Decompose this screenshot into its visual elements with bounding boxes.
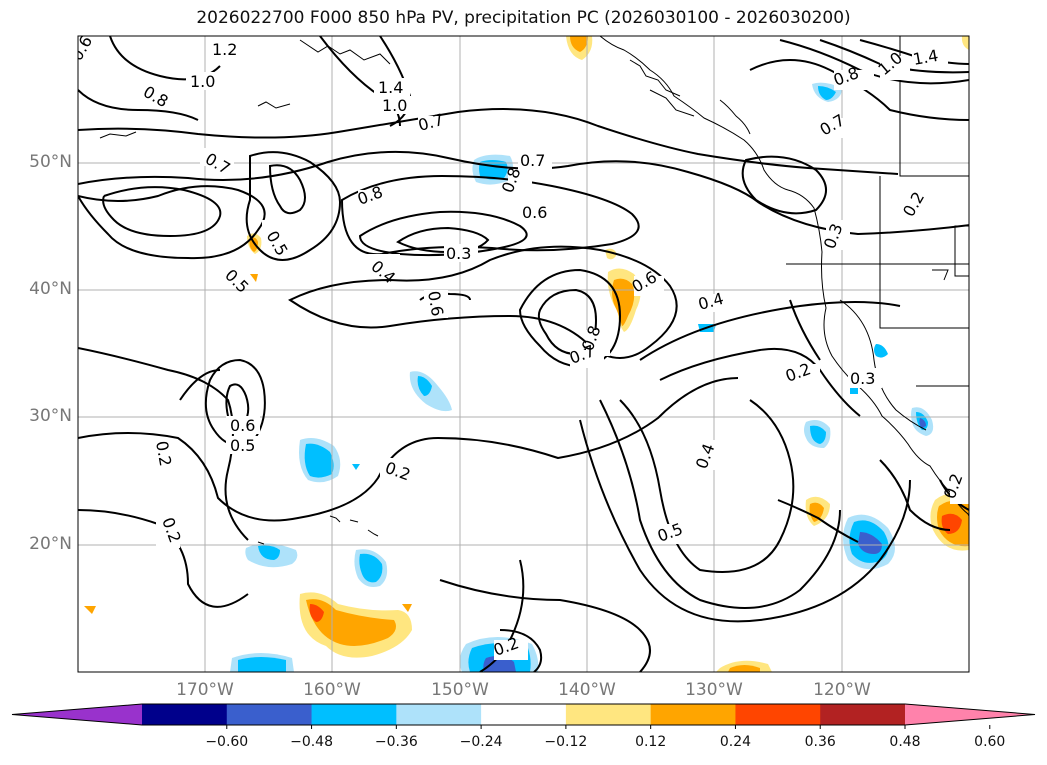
contour-label: 0.5 <box>230 436 255 455</box>
contour-label: 0.3 <box>446 244 471 263</box>
contour-label: 0.7 <box>520 151 545 170</box>
lat-label-30n: 30°N <box>29 406 72 426</box>
contour-label: 1.2 <box>212 40 237 59</box>
contour-label: 1.4 <box>378 78 403 97</box>
colorbar-segment <box>396 704 482 725</box>
colorbar-tick-label: −0.48 <box>290 734 333 750</box>
contour-label: 0.3 <box>850 369 875 388</box>
lon-label-140w: 140°W <box>558 680 616 700</box>
colorbar-segment <box>142 704 228 725</box>
colorbar-segment <box>226 704 313 725</box>
colorbar-extend-low <box>12 704 142 725</box>
colorbar-segment <box>481 704 567 725</box>
contour-label: 0.6 <box>424 289 447 317</box>
colorbar-segment <box>311 704 397 725</box>
lon-label-170w: 170°W <box>176 680 234 700</box>
colorbar <box>11 703 1036 729</box>
colorbar-tick-label: 0.24 <box>719 734 752 750</box>
coastlines <box>99 36 969 545</box>
lon-label-120w: 120°W <box>813 680 871 700</box>
lon-label-150w: 150°W <box>431 680 489 700</box>
contour-label: 0.2 <box>152 439 175 467</box>
contour-label: 1.4 <box>911 46 939 69</box>
colorbar-tick-label: 0.36 <box>804 734 836 750</box>
map-title: 2026022700 F000 850 hPa PV, precipitatio… <box>196 8 851 28</box>
lon-label-130w: 130°W <box>685 680 743 700</box>
colorbar-extend-high <box>905 704 1035 725</box>
colorbar-outline <box>11 703 1036 726</box>
lat-label-50n: 50°N <box>29 152 72 172</box>
colorbar-tick-label: −0.36 <box>374 734 418 750</box>
contour-label: 0.6 <box>230 416 255 435</box>
lon-label-160w: 160°W <box>303 680 361 700</box>
lat-label-40n: 40°N <box>29 279 72 299</box>
colorbar-segment <box>565 704 652 725</box>
colorbar-tick-label: 0.48 <box>889 734 921 750</box>
colorbar-segment <box>735 704 821 725</box>
contour-label: 0.6 <box>522 203 547 222</box>
colorbar-tick-label: −0.60 <box>205 734 249 750</box>
map-frame <box>77 35 970 673</box>
lat-label-20n: 20°N <box>29 534 72 554</box>
colorbar-tick-label: −0.24 <box>459 734 503 750</box>
colorbar-tick-label: −0.12 <box>544 734 588 750</box>
contour-labels: 1.2 1.0 0.8 0.6 1.4 1.0 0.7 0.7 0.5 0.5 … <box>78 36 969 660</box>
contour-label: 1.0 <box>190 72 215 91</box>
colorbar-tick-label: 0.60 <box>974 734 1006 750</box>
colorbar-segment <box>820 704 906 725</box>
colorbar-segment <box>650 704 736 725</box>
colorbar-tick-label: 0.12 <box>635 734 667 750</box>
contour-label: 1.0 <box>382 96 407 115</box>
